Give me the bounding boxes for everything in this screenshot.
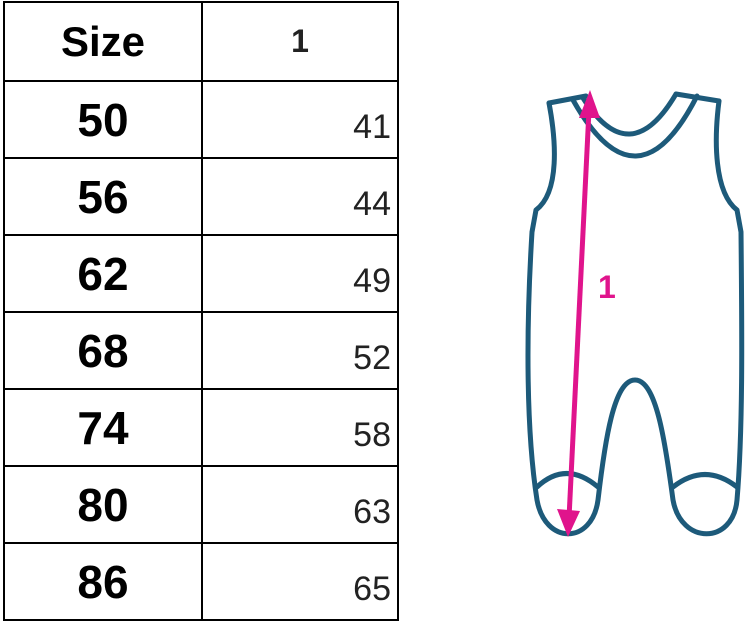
measure-label: 1 [598, 269, 616, 305]
table-row: 50 41 [3, 80, 399, 159]
measurement-arrow-icon [557, 90, 600, 537]
table-row: 62 49 [3, 234, 399, 313]
header-size: Size [3, 1, 203, 82]
size-chart-table: Size 1 50 41 56 44 62 49 68 52 74 58 80 63 86 6… [3, 1, 399, 621]
value-cell: 65 [201, 542, 399, 621]
table-row: 68 52 [3, 311, 399, 390]
header-measure-1: 1 [201, 1, 399, 82]
table-row: 86 65 [3, 542, 399, 621]
size-cell: 50 [3, 80, 203, 159]
size-cell: 80 [3, 465, 203, 544]
value-cell: 41 [201, 80, 399, 159]
value-cell: 49 [201, 234, 399, 313]
value-cell: 63 [201, 465, 399, 544]
romper-outline-icon [525, 91, 745, 537]
value-cell: 58 [201, 388, 399, 467]
value-cell: 52 [201, 311, 399, 390]
table-header-row: Size 1 [3, 1, 399, 82]
value-cell: 44 [201, 157, 399, 236]
table-row: 74 58 [3, 388, 399, 467]
table-row: 80 63 [3, 465, 399, 544]
size-cell: 68 [3, 311, 203, 390]
size-cell: 86 [3, 542, 203, 621]
size-cell: 74 [3, 388, 203, 467]
size-cell: 62 [3, 234, 203, 313]
table-row: 56 44 [3, 157, 399, 236]
size-cell: 56 [3, 157, 203, 236]
